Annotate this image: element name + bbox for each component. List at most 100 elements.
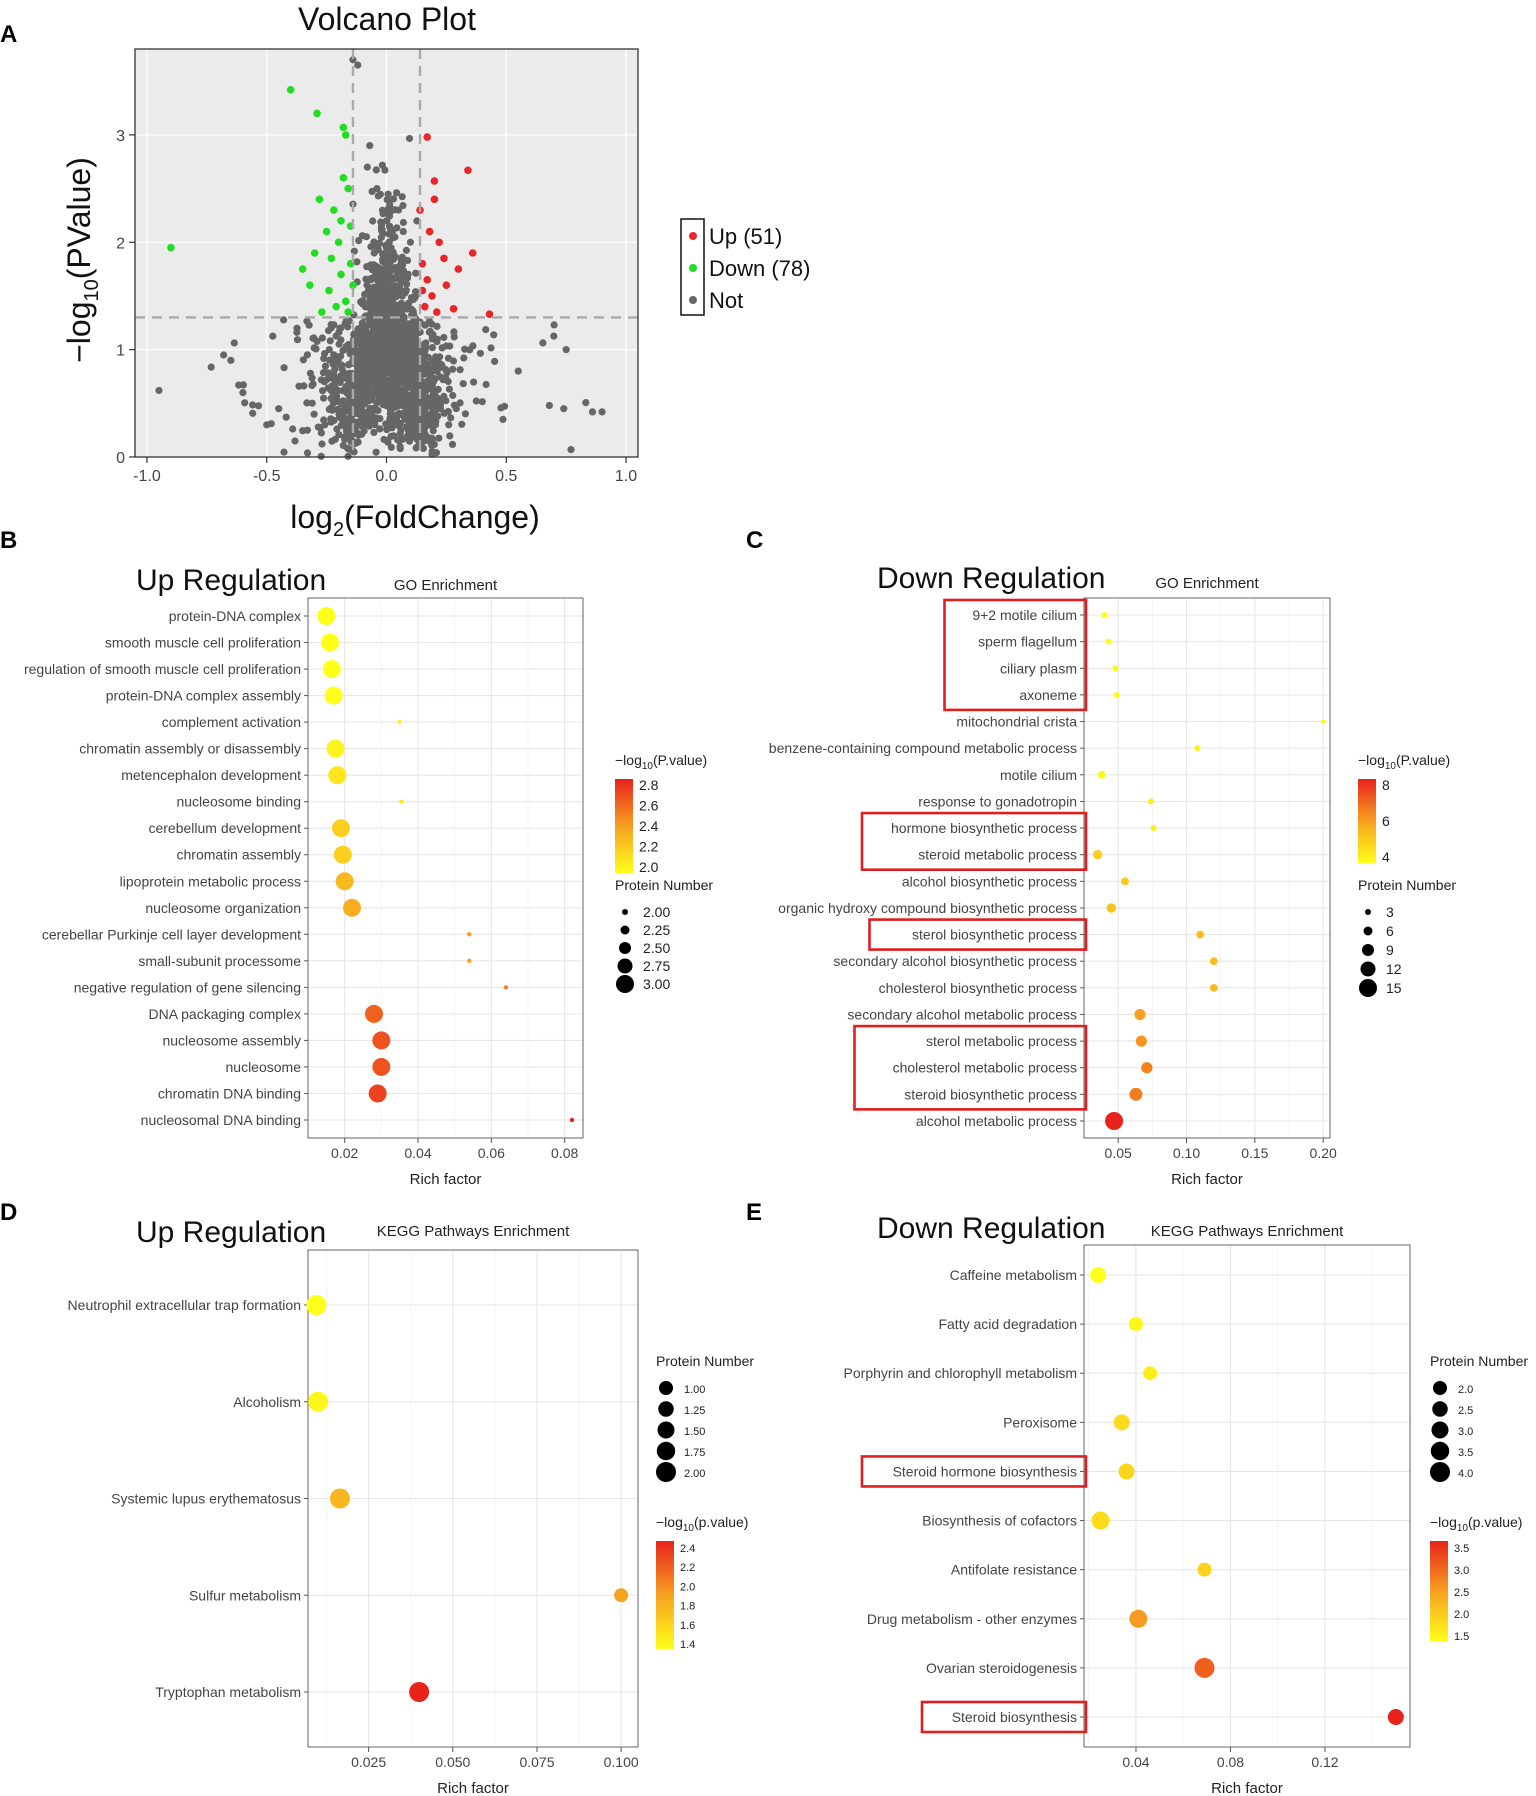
point-not [514, 367, 522, 375]
panel-heading: Down Regulation [877, 1212, 1105, 1245]
point-not [354, 61, 362, 69]
point-not [445, 421, 453, 429]
point-not [321, 362, 330, 370]
point-not [435, 434, 443, 442]
point-up [442, 281, 451, 290]
data-dot [321, 633, 339, 652]
category-label: steroid biosynthetic process [904, 1086, 1077, 1102]
point-not [372, 448, 380, 456]
x-tick-label: 0.04 [1122, 1754, 1149, 1770]
point-not [393, 412, 401, 421]
x-tick-label: 0.05 [1105, 1145, 1132, 1161]
x-tick-label: 0.02 [331, 1145, 358, 1161]
size-legend-label: 3.5 [1458, 1447, 1473, 1459]
point-not [372, 166, 380, 174]
data-dot [306, 1295, 327, 1315]
point-not [405, 372, 414, 380]
category-label: Steroid biosynthesis [952, 1709, 1077, 1725]
point-not [403, 274, 412, 282]
data-dot [1197, 1562, 1212, 1577]
point-not [364, 332, 372, 340]
point-up [425, 227, 434, 236]
volcano-title: Volcano Plot [298, 1, 476, 37]
point-not [303, 351, 311, 359]
highlight-box [860, 811, 1088, 871]
category-label: protein-DNA complex [169, 608, 301, 624]
point-not [487, 344, 495, 352]
point-not [411, 351, 420, 359]
data-dot [1097, 770, 1106, 779]
color-legend-tick: 8 [1382, 777, 1390, 793]
data-dot [1105, 638, 1112, 645]
point-not [385, 397, 393, 405]
point-not [321, 350, 329, 358]
point-not [430, 417, 438, 425]
x-axis-label: Rich factor [410, 1171, 482, 1188]
size-legend-label: 4.0 [1458, 1468, 1473, 1480]
volcano-y-tick-label: 1 [116, 343, 125, 360]
point-not [375, 319, 383, 327]
data-dot [1209, 957, 1218, 966]
point-not [394, 436, 402, 444]
category-label: chromatin assembly or disassembly [79, 741, 301, 757]
point-not [403, 280, 411, 288]
point-not [368, 380, 376, 388]
plot-area [1084, 598, 1330, 1138]
point-not [370, 238, 378, 246]
point-not [476, 349, 484, 357]
volcano-y-tick-label: 2 [116, 235, 125, 252]
point-not [312, 345, 320, 353]
category-label: steroid metabolic process [918, 847, 1077, 863]
panel-heading: Up Regulation [136, 564, 326, 597]
point-not [461, 410, 469, 418]
point-not [335, 328, 343, 336]
panel-label-e: E [746, 1199, 762, 1226]
data-dot [1143, 1366, 1158, 1381]
point-up [435, 238, 443, 247]
size-legend-label: 2.25 [643, 922, 670, 938]
category-label: motile cilium [1000, 767, 1077, 783]
color-legend-title: −log10(P.value) [1358, 752, 1450, 772]
point-not [375, 239, 383, 247]
point-not [354, 431, 362, 439]
size-legend-dot [657, 1421, 675, 1439]
point-not [401, 289, 409, 297]
point-not [446, 432, 454, 440]
point-not [359, 358, 368, 366]
point-not [239, 389, 247, 397]
data-dot [1196, 930, 1205, 939]
point-not [395, 387, 403, 395]
point-not [360, 326, 368, 334]
point-not [355, 365, 363, 373]
point-not [409, 426, 417, 434]
volcano-y-tick-label: 0 [116, 450, 125, 467]
point-not [327, 404, 335, 412]
category-label: Sulfur metabolism [189, 1587, 301, 1603]
point-not [449, 391, 457, 400]
point-not [407, 378, 415, 386]
color-legend-title: −log10(P.value) [615, 752, 707, 772]
point-not [459, 380, 467, 388]
point-not [227, 356, 235, 364]
point-down [322, 227, 331, 236]
category-label: mitochondrial crista [956, 714, 1077, 730]
point-not [371, 307, 380, 315]
point-not [389, 234, 397, 242]
point-not [399, 218, 407, 227]
point-not [370, 249, 378, 257]
size-legend-title: Protein Number [615, 877, 713, 893]
color-legend-bar [656, 1541, 674, 1649]
point-not [598, 408, 606, 416]
point-not [389, 284, 397, 292]
panel-heading: Down Regulation [877, 562, 1105, 595]
point-not [392, 301, 401, 309]
point-not [550, 321, 558, 329]
point-not [422, 387, 430, 395]
category-label: secondary alcohol metabolic process [847, 1006, 1077, 1022]
point-not [499, 415, 507, 423]
point-not [321, 421, 329, 429]
point-not [241, 399, 249, 407]
point-not [280, 364, 288, 372]
x-tick-label: 0.08 [551, 1145, 578, 1161]
color-legend-tick: 2.5 [1454, 1587, 1469, 1599]
